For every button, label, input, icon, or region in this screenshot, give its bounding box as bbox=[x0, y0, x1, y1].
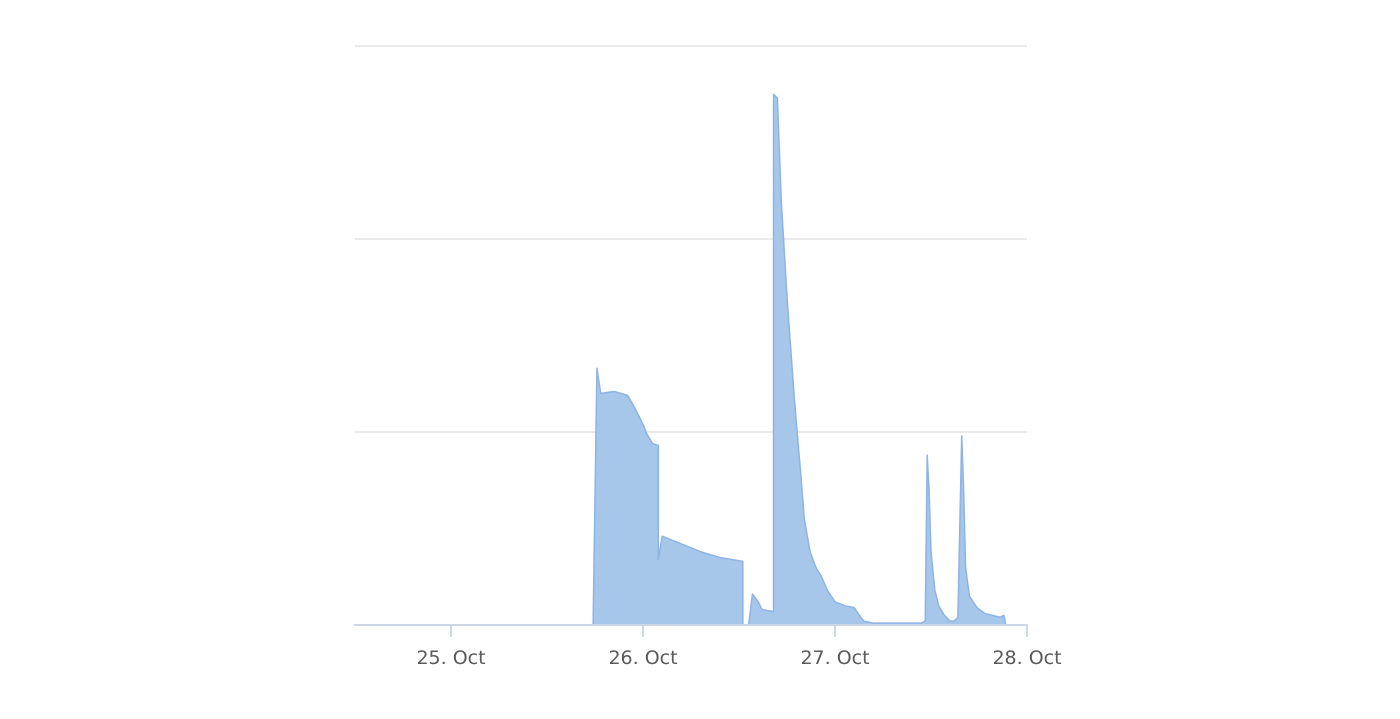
x-tick-label: 26. Oct bbox=[608, 647, 677, 669]
x-tick-label: 28. Oct bbox=[992, 647, 1061, 669]
series-area-path bbox=[354, 93, 1028, 626]
x-tick-label: 27. Oct bbox=[800, 647, 869, 669]
gridlines bbox=[355, 45, 1027, 433]
series-area bbox=[354, 93, 1028, 626]
x-tick-label: 25. Oct bbox=[416, 647, 485, 669]
x-axis-ticks: 25. Oct 26. Oct 27. Oct 28. Oct bbox=[416, 625, 1062, 669]
